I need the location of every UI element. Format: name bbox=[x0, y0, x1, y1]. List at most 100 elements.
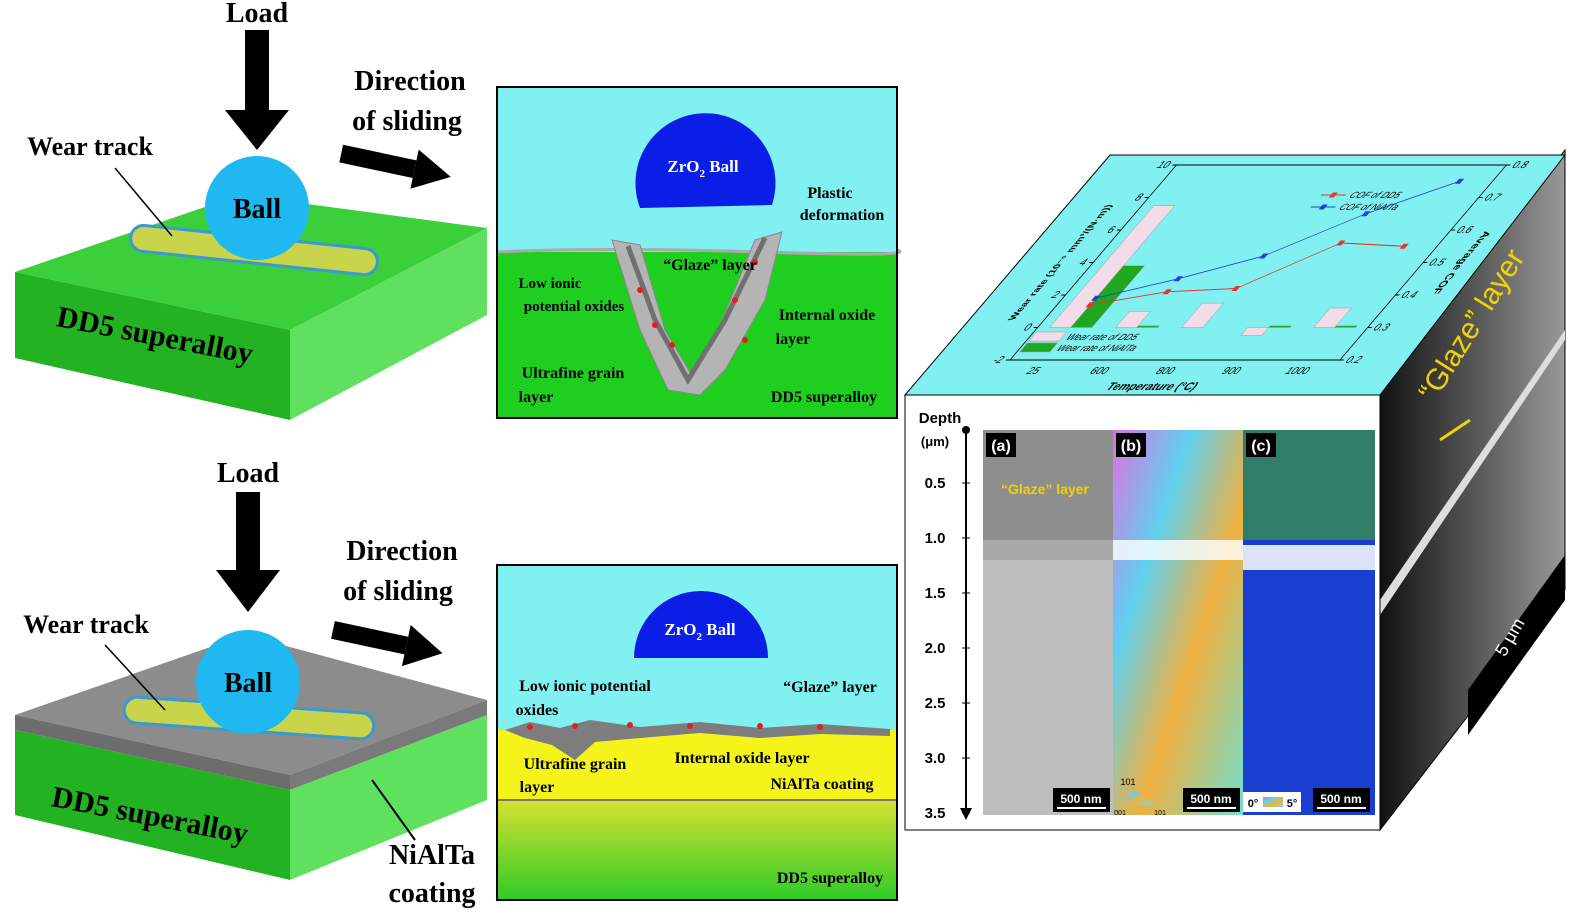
coating-side bbox=[290, 700, 487, 790]
x-tick-label: 25 bbox=[1023, 365, 1044, 376]
depth-tick-label: 3.0 bbox=[925, 750, 946, 767]
block-front bbox=[15, 730, 290, 880]
panel-label: (b) bbox=[1121, 438, 1141, 455]
direction-label: of sliding bbox=[343, 576, 453, 607]
x-axis-label: Temperature (°C) bbox=[1103, 380, 1202, 393]
bar bbox=[1240, 327, 1270, 336]
load-arrow-head bbox=[225, 110, 289, 150]
bar bbox=[1115, 311, 1152, 328]
depth-tick-label: 1.0 bbox=[925, 530, 946, 547]
bar bbox=[1334, 325, 1358, 328]
glaze-layer bbox=[625, 236, 768, 385]
label: Ultrafine grain bbox=[522, 365, 625, 382]
kam-bar bbox=[1263, 797, 1283, 807]
bar bbox=[1268, 325, 1292, 328]
panel-label-bg bbox=[1116, 433, 1146, 457]
panel-labels: (a) 500 nm (b) 500 nm (c) 500 nm bbox=[986, 433, 1370, 812]
coating-label: NiAlTa bbox=[389, 840, 475, 871]
label: Ultrafine grain bbox=[524, 756, 627, 773]
y2-tick-label: 0.4 bbox=[1398, 289, 1422, 300]
scale-label: 500 nm bbox=[1190, 792, 1231, 806]
load-label: Load bbox=[226, 0, 289, 29]
point bbox=[1336, 240, 1346, 246]
direction-label: of sliding bbox=[352, 106, 462, 137]
zro2-ball bbox=[635, 113, 776, 208]
label: “Glaze” layer bbox=[663, 257, 757, 274]
legend-label: COF of NiAlTa bbox=[1336, 202, 1402, 212]
depth-tick-label: 2.0 bbox=[925, 640, 946, 657]
label: NiAlTa coating bbox=[771, 776, 874, 793]
legend-swatch bbox=[1028, 331, 1068, 342]
y-tick-label: -2 bbox=[989, 354, 1007, 365]
block-side bbox=[290, 228, 487, 420]
axis-arrow bbox=[960, 808, 972, 820]
x-tick-label: 800 bbox=[1152, 365, 1179, 376]
depth-label: Depth bbox=[919, 410, 962, 427]
y-tick-label: 10 bbox=[1154, 159, 1175, 170]
block-front bbox=[15, 272, 290, 420]
label: layer bbox=[519, 389, 554, 406]
point bbox=[1091, 295, 1101, 301]
bar bbox=[1136, 325, 1160, 328]
wear-track-label: Wear track bbox=[27, 132, 153, 161]
groove bbox=[611, 231, 783, 396]
frame bbox=[496, 86, 898, 419]
panel-label: (a) bbox=[991, 438, 1011, 455]
point bbox=[1085, 302, 1095, 308]
label: potential oxides bbox=[524, 299, 625, 315]
direction-label: Direction bbox=[354, 66, 466, 97]
kam-label: 0° bbox=[1248, 798, 1259, 810]
label: DD5 superalloy bbox=[777, 870, 883, 887]
label: Internal oxide layer bbox=[674, 750, 809, 767]
load-arrow bbox=[245, 30, 269, 112]
label: oxides bbox=[516, 702, 559, 719]
y-tick-label: 2 bbox=[1048, 289, 1063, 300]
bottom-schematic: Load Ball Wear track Direction of slidin… bbox=[15, 458, 487, 909]
substrate bbox=[497, 800, 897, 900]
oxide-particles bbox=[527, 722, 823, 730]
y-tick-label: 8 bbox=[1131, 192, 1146, 203]
point bbox=[1399, 243, 1409, 249]
depth-tick-label: 3.5 bbox=[925, 805, 946, 822]
y2-tick-label: 0.6 bbox=[1453, 224, 1476, 235]
load-label: Load bbox=[217, 458, 280, 489]
label: DD5 superalloy bbox=[771, 389, 877, 406]
surface bbox=[496, 248, 902, 256]
point bbox=[1231, 286, 1241, 291]
point bbox=[1173, 276, 1183, 282]
bottom-section: ZrO2 Ball Low ionic potential oxides “Gl… bbox=[496, 564, 898, 901]
ipf-label: 101 bbox=[1154, 810, 1166, 817]
glaze-layer bbox=[505, 720, 890, 760]
bar bbox=[1313, 307, 1352, 328]
ipf-triangle bbox=[1118, 790, 1155, 805]
ipf-label: 001 bbox=[1114, 810, 1126, 817]
y2-tick-label: 0.8 bbox=[1509, 159, 1532, 170]
depth-unit: (μm) bbox=[921, 434, 949, 449]
kam-label: 5° bbox=[1287, 798, 1298, 810]
scale-label: 500 nm bbox=[1060, 792, 1101, 806]
ipf-label: 101 bbox=[1120, 777, 1135, 787]
point bbox=[1259, 253, 1269, 259]
load-arrow-head bbox=[216, 570, 280, 612]
label: layer bbox=[776, 331, 811, 348]
legend-swatch bbox=[1328, 192, 1338, 198]
scale-label: 500 nm bbox=[1320, 792, 1361, 806]
direction-arrow bbox=[331, 621, 443, 667]
x-tick-label: 900 bbox=[1218, 365, 1245, 376]
load-arrow bbox=[236, 492, 260, 572]
depth-tick-label: 2.5 bbox=[925, 695, 946, 712]
coating-label: coating bbox=[388, 878, 475, 909]
scale-box bbox=[1468, 555, 1565, 735]
frame bbox=[496, 564, 898, 901]
coating-front bbox=[15, 715, 290, 790]
side-arrow bbox=[1439, 418, 1471, 442]
oxide-particles bbox=[637, 259, 758, 348]
y2-tick-label: 0.2 bbox=[1342, 354, 1365, 365]
block-side bbox=[290, 715, 487, 880]
ball-label: ZrO2 Ball bbox=[667, 157, 738, 180]
x-tick-label: 600 bbox=[1086, 365, 1113, 376]
label: deformation bbox=[800, 207, 885, 224]
label: “Glaze” layer bbox=[783, 679, 877, 696]
label: Low ionic bbox=[519, 276, 582, 292]
